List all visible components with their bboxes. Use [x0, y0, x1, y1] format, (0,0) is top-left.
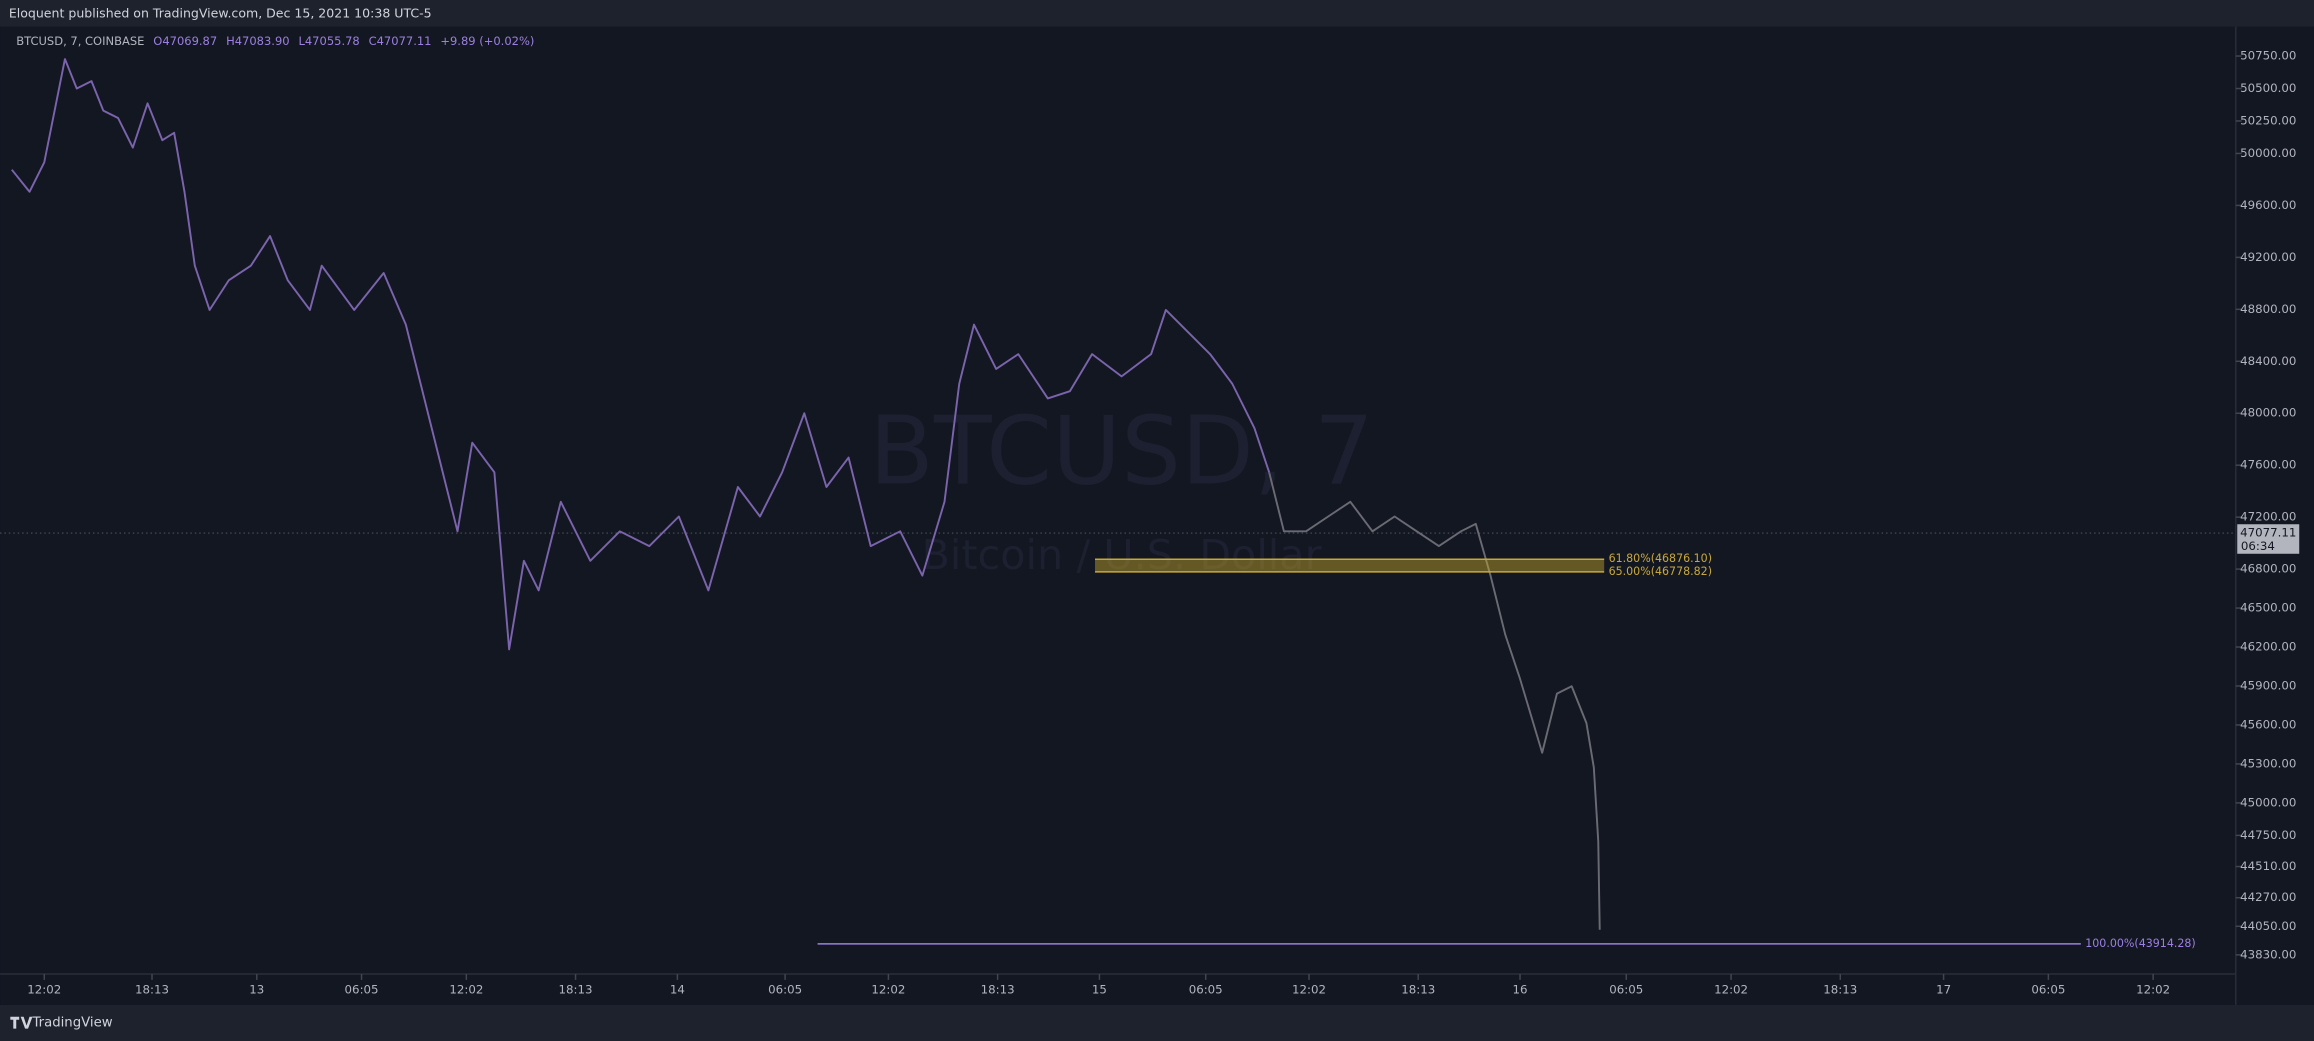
y-tick-label: 49200.00 — [2240, 250, 2296, 264]
y-tick-label: 45000.00 — [2240, 795, 2296, 809]
tv-logo — [10, 1016, 33, 1029]
legend: BTCUSD, 7, COINBASE O47069.87 H47083.90 L47… — [16, 34, 534, 48]
x-tick-label: 15 — [1092, 983, 1107, 997]
y-tick-label: 50500.00 — [2240, 81, 2296, 95]
x-tick-label: 06:05 — [1189, 983, 1223, 997]
y-tick-label: 48800.00 — [2240, 302, 2296, 316]
legend-item: +9.89 (+0.02%) — [440, 34, 534, 48]
x-tick-label: 06:05 — [768, 983, 802, 997]
header-text: Eloquent published on TradingView.com, D… — [9, 6, 432, 21]
y-tick-label: 44270.00 — [2240, 890, 2296, 904]
x-tick-label: 17 — [1936, 983, 1951, 997]
x-tick-label: 12:02 — [27, 983, 61, 997]
fib-zone — [1095, 559, 1605, 572]
legend-item: C47077.11 — [369, 34, 432, 48]
y-tick-label: 46500.00 — [2240, 601, 2296, 615]
x-tick-label: 18:13 — [1823, 983, 1857, 997]
legend-item: BTCUSD, 7, COINBASE — [16, 34, 144, 48]
y-tick-label: 47200.00 — [2240, 510, 2296, 524]
x-tick-label: 14 — [670, 983, 685, 997]
x-tick-label: 18:13 — [559, 983, 593, 997]
x-tick-label: 12:02 — [1714, 983, 1748, 997]
x-tick-label: 12:02 — [1292, 983, 1326, 997]
y-tick-label: 44750.00 — [2240, 828, 2296, 842]
countdown-label: 06:34 — [2241, 539, 2275, 553]
fib-label: 100.00%(43914.28) — [2085, 937, 2195, 950]
y-tick-label: 46800.00 — [2240, 562, 2296, 576]
x-tick-label: 18:13 — [1401, 983, 1435, 997]
y-tick-label: 50000.00 — [2240, 146, 2296, 160]
legend-item: L47055.78 — [298, 34, 359, 48]
y-tick-label: 46200.00 — [2240, 640, 2296, 654]
y-tick-label: 45300.00 — [2240, 756, 2296, 770]
x-tick-label: 18:13 — [135, 983, 169, 997]
fib-label: 65.00%(46778.82) — [1609, 565, 1712, 578]
x-tick-label: 12:02 — [871, 983, 905, 997]
y-tick-label: 43830.00 — [2240, 947, 2296, 961]
price-line — [11, 58, 1271, 651]
header-bar — [0, 0, 2314, 27]
x-tick-label: 12:02 — [2136, 983, 2170, 997]
x-tick-label: 06:05 — [345, 983, 379, 997]
watermark-symbol: BTCUSD, 7 — [869, 396, 1374, 506]
y-tick-label: 44050.00 — [2240, 919, 2296, 933]
x-tick-label: 06:05 — [2031, 983, 2065, 997]
y-tick-label: 48400.00 — [2240, 354, 2296, 368]
last-price-label: 47077.11 — [2240, 526, 2296, 540]
y-tick-label: 45900.00 — [2240, 678, 2296, 692]
y-tick-label: 48000.00 — [2240, 406, 2296, 420]
y-tick-label: 50750.00 — [2240, 49, 2296, 63]
fib-label: 61.80%(46876.10) — [1609, 552, 1712, 565]
y-tick-label: 47600.00 — [2240, 458, 2296, 472]
x-tick-label: 12:02 — [449, 983, 483, 997]
watermark-description: Bitcoin / U.S. Dollar — [922, 531, 1322, 579]
legend-item: H47083.90 — [226, 34, 290, 48]
x-tick-label: 16 — [1513, 983, 1528, 997]
y-tick-label: 45600.00 — [2240, 717, 2296, 731]
y-tick-label: 50250.00 — [2240, 113, 2296, 127]
x-tick-label: 18:13 — [981, 983, 1015, 997]
legend-item: O47069.87 — [153, 34, 217, 48]
footer-text: TradingView — [31, 1016, 112, 1031]
x-tick-label: 13 — [249, 983, 264, 997]
x-tick-label: 06:05 — [1609, 983, 1643, 997]
y-tick-label: 49600.00 — [2240, 198, 2296, 212]
price-line — [1268, 472, 1601, 930]
plot: 61.80%(46876.10)65.00%(46778.82) 100.00%(… — [0, 58, 2236, 950]
footer-bar — [0, 1004, 2314, 1041]
last-price-tag — [2237, 524, 2300, 554]
y-tick-label: 44510.00 — [2240, 859, 2296, 873]
